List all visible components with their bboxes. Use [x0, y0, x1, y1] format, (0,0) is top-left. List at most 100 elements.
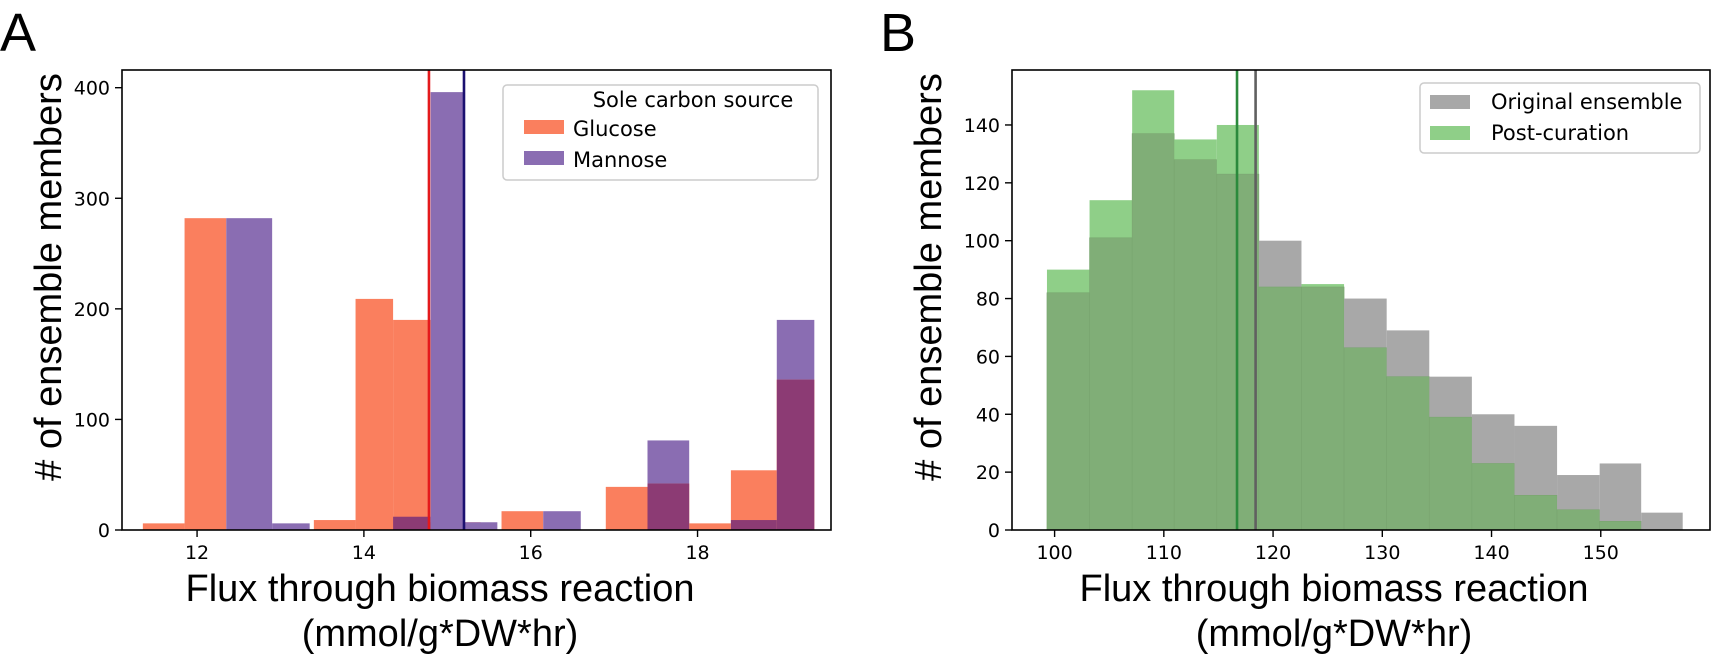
y-tick-label: 100	[964, 231, 1000, 253]
panel-a-legend: Sole carbon source Glucose Mannose	[502, 84, 819, 181]
bar-original-ensemble	[1258, 240, 1302, 287]
bar-overlap	[1089, 237, 1133, 531]
legend-swatch-post-curation	[1430, 126, 1470, 140]
bar-overlap	[1599, 521, 1642, 531]
panel-a-legend-frame	[502, 84, 819, 181]
panel-a-x-axis-unit: (mmol/g*DW*hr)	[302, 613, 579, 655]
panel-b: B 100 110 120 130 140 150 0 20 40 60 80 100 120 140 #…	[880, 3, 1711, 655]
legend-label-post-curation: Post-curation	[1491, 121, 1629, 145]
bar-overlap	[1258, 286, 1302, 531]
legend-swatch-mannose	[524, 151, 564, 165]
legend-swatch-glucose	[524, 120, 564, 134]
y-tick-label: 40	[976, 404, 1000, 426]
bar-mannose	[226, 218, 273, 530]
bar-glucose	[184, 218, 227, 530]
bar-mannose	[776, 319, 815, 380]
panel-a: A 12 14 16 18 0 100 200 300 400 # of ensemble me…	[0, 3, 832, 655]
bar-glucose	[355, 298, 394, 530]
x-tick-label: 18	[685, 542, 709, 564]
x-tick-label: 12	[185, 542, 209, 564]
panel-letter-b: B	[880, 3, 916, 63]
bar-overlap	[1046, 292, 1090, 531]
bar-overlap	[393, 516, 431, 530]
y-tick-label: 20	[976, 462, 1000, 484]
bar-glucose	[689, 523, 731, 530]
panel-a-bars	[142, 92, 815, 530]
y-tick-label: 60	[976, 346, 1000, 368]
bar-post-curation	[1174, 139, 1217, 160]
bar-overlap	[730, 520, 777, 530]
panel-b-legend: Original ensemble Post-curation	[1419, 82, 1701, 154]
bar-glucose	[142, 523, 185, 530]
y-tick-label: 0	[98, 520, 110, 542]
y-tick-label: 200	[74, 299, 110, 321]
bar-overlap	[776, 379, 815, 530]
bar-original-ensemble	[1641, 512, 1683, 530]
x-tick-label: 110	[1146, 542, 1182, 564]
bar-mannose	[463, 522, 498, 530]
panel-b-y-axis-label: # of ensemble members	[908, 73, 950, 481]
panel-b-legend-frame	[1419, 82, 1701, 154]
y-tick-label: 0	[988, 520, 1000, 542]
bar-mannose	[647, 440, 690, 484]
bar-original-ensemble	[1471, 414, 1515, 464]
y-tick-label: 300	[74, 188, 110, 210]
panel-a-x-axis-label: Flux through biomass reaction	[185, 568, 694, 610]
bar-original-ensemble	[1514, 425, 1558, 496]
panel-b-plot-frame	[1011, 69, 1711, 531]
bar-original-ensemble	[1344, 298, 1387, 348]
legend-label-mannose: Mannose	[573, 148, 667, 172]
x-tick-label: 100	[1036, 542, 1072, 564]
x-tick-label: 14	[352, 542, 376, 564]
bar-overlap	[1131, 133, 1175, 531]
bar-original-ensemble	[1557, 475, 1600, 510]
bar-overlap	[1386, 376, 1430, 531]
bar-overlap	[647, 483, 690, 530]
bar-post-curation	[1089, 200, 1133, 238]
bar-overlap	[1343, 347, 1387, 531]
y-tick-label: 120	[964, 173, 1000, 195]
bar-overlap	[1301, 286, 1345, 531]
y-tick-label: 100	[74, 409, 110, 431]
panel-letter-a: A	[0, 3, 36, 63]
bar-overlap	[1173, 159, 1218, 531]
panel-a-axes: 12 14 16 18 0 100 200 300 400	[74, 69, 832, 564]
bar-post-curation	[1132, 90, 1175, 134]
y-tick-label: 400	[74, 78, 110, 100]
panel-b-x-axis-label: Flux through biomass reaction	[1079, 568, 1588, 610]
panel-a-y-axis-label: # of ensemble members	[28, 73, 70, 481]
panel-b-x-axis-unit: (mmol/g*DW*hr)	[1196, 613, 1473, 655]
bar-original-ensemble	[1429, 376, 1472, 418]
bar-mannose	[543, 511, 581, 530]
x-tick-label: 120	[1255, 542, 1291, 564]
legend-label-glucose: Glucose	[573, 117, 657, 141]
bar-overlap	[1471, 463, 1515, 531]
x-tick-label: 150	[1583, 542, 1619, 564]
bar-original-ensemble	[1386, 330, 1430, 377]
panel-b-mean-lines	[1235, 70, 1257, 530]
bar-overlap	[1428, 416, 1473, 531]
panel-a-mean-lines	[427, 70, 466, 530]
y-tick-label: 80	[976, 289, 1000, 311]
panel-b-bars	[1046, 90, 1683, 531]
panel-a-plot-frame	[121, 69, 832, 531]
x-tick-label: 130	[1364, 542, 1400, 564]
bar-mannose	[272, 523, 310, 530]
bar-post-curation	[1301, 284, 1345, 287]
panel-a-legend-title: Sole carbon source	[593, 88, 794, 112]
x-tick-label: 16	[519, 542, 543, 564]
bar-glucose	[393, 319, 431, 530]
bar-overlap	[1514, 494, 1558, 531]
bar-post-curation	[1046, 269, 1090, 293]
bar-glucose	[501, 511, 544, 530]
bar-mannose	[430, 92, 464, 530]
bar-original-ensemble	[1599, 463, 1642, 522]
panel-b-axes: 100 110 120 130 140 150 0 20 40 60 80 100 120 140	[964, 69, 1711, 564]
bar-glucose	[605, 486, 648, 530]
x-tick-label: 140	[1473, 542, 1509, 564]
bar-glucose	[313, 520, 356, 530]
y-tick-label: 140	[964, 115, 1000, 137]
legend-label-original: Original ensemble	[1491, 90, 1682, 114]
legend-swatch-original	[1430, 95, 1470, 109]
